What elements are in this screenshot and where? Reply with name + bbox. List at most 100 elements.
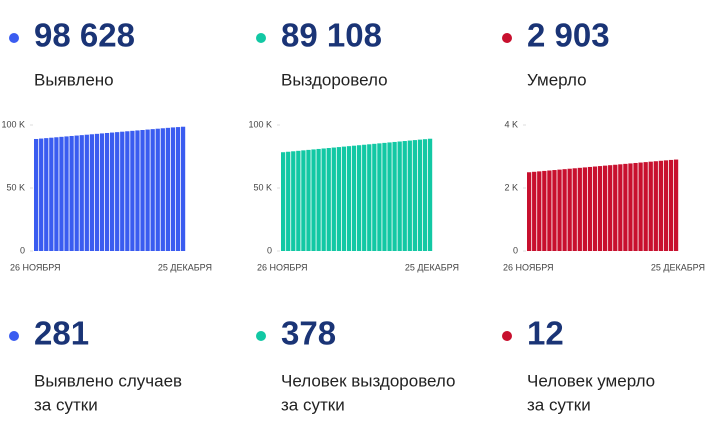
bar [94, 133, 100, 251]
bar [281, 152, 286, 251]
x-tick-label: 25 ДЕКАБРЯ [405, 262, 459, 272]
daily-label: Человек умерло [527, 371, 655, 390]
bar [145, 129, 150, 251]
bar [653, 161, 658, 251]
bar [648, 161, 653, 251]
bar [120, 131, 125, 251]
bar [382, 142, 387, 251]
daily-label: Человек выздоровело [281, 371, 456, 390]
total-value: 89 108 [281, 17, 382, 54]
y-tick-label: 50 K [253, 182, 272, 192]
bar [387, 142, 392, 251]
bar [668, 159, 674, 251]
x-tick-label: 25 ДЕКАБРЯ [158, 262, 212, 272]
bar [377, 143, 382, 251]
bar [618, 164, 623, 251]
bar [603, 165, 608, 251]
daily-label: за сутки [527, 395, 591, 414]
bar [316, 148, 321, 251]
total-value: 2 903 [527, 17, 610, 54]
total-value: 98 628 [34, 17, 135, 54]
x-tick-label: 26 НОЯБРЯ [503, 262, 554, 272]
bar [89, 134, 94, 251]
y-tick-label: 100 K [1, 119, 25, 129]
bar [291, 151, 296, 251]
bar [301, 150, 306, 251]
bar [326, 148, 331, 251]
bar [79, 135, 84, 251]
bar [417, 139, 423, 251]
bar [341, 146, 347, 251]
bullet [9, 33, 19, 43]
total-label: Умерло [527, 70, 587, 89]
bar [562, 169, 567, 251]
bar [170, 127, 176, 251]
bullet [256, 33, 266, 43]
y-tick-label: 4 K [504, 119, 518, 129]
bar [577, 167, 582, 251]
bar [155, 128, 160, 251]
total-label: Выявлено [34, 70, 114, 89]
bar [542, 170, 547, 251]
bullet [502, 331, 512, 341]
bar [99, 133, 105, 251]
bar [34, 138, 39, 251]
y-tick-label: 0 [513, 245, 518, 255]
y-tick-label: 0 [20, 245, 25, 255]
bar [422, 139, 428, 251]
bar [547, 170, 552, 251]
bar [110, 132, 115, 251]
bullet [502, 33, 512, 43]
daily-value: 378 [281, 315, 336, 352]
bar [84, 134, 89, 251]
bar [321, 148, 326, 251]
bar [663, 160, 669, 251]
bar [613, 164, 618, 251]
bar [658, 160, 663, 251]
bar [135, 130, 140, 251]
bar [638, 162, 643, 251]
bar [402, 141, 407, 251]
bar [357, 145, 362, 251]
bar [673, 159, 679, 251]
x-tick-label: 26 НОЯБРЯ [257, 262, 308, 272]
bar [532, 171, 537, 251]
bar [140, 129, 145, 251]
bar [628, 163, 633, 251]
y-tick-label: 100 K [248, 119, 272, 129]
bar [104, 132, 110, 251]
bar [39, 138, 44, 251]
bar [552, 170, 557, 251]
bar [427, 138, 433, 251]
bar [392, 141, 397, 251]
bar [372, 143, 377, 251]
y-tick-label: 50 K [6, 182, 25, 192]
daily-label: Выявлено случаев [34, 371, 182, 390]
bar [633, 162, 638, 251]
bar [537, 171, 542, 251]
bar [286, 151, 291, 251]
daily-label: за сутки [281, 395, 345, 414]
daily-value: 281 [34, 315, 89, 352]
bar [44, 138, 49, 251]
bar [331, 147, 336, 251]
x-tick-label: 26 НОЯБРЯ [10, 262, 61, 272]
bar [160, 128, 165, 251]
bar [175, 127, 181, 251]
bar [367, 144, 372, 251]
y-tick-label: 2 K [504, 182, 518, 192]
y-tick-label: 0 [267, 245, 272, 255]
bar [608, 165, 613, 251]
bar [311, 149, 316, 251]
bullet [9, 331, 19, 341]
bar [296, 150, 301, 251]
bar [397, 141, 402, 251]
bar [346, 146, 352, 251]
bar [64, 136, 69, 251]
bar [306, 149, 311, 251]
bar [180, 126, 186, 251]
bar [557, 169, 562, 251]
total-label: Выздоровело [281, 70, 388, 89]
